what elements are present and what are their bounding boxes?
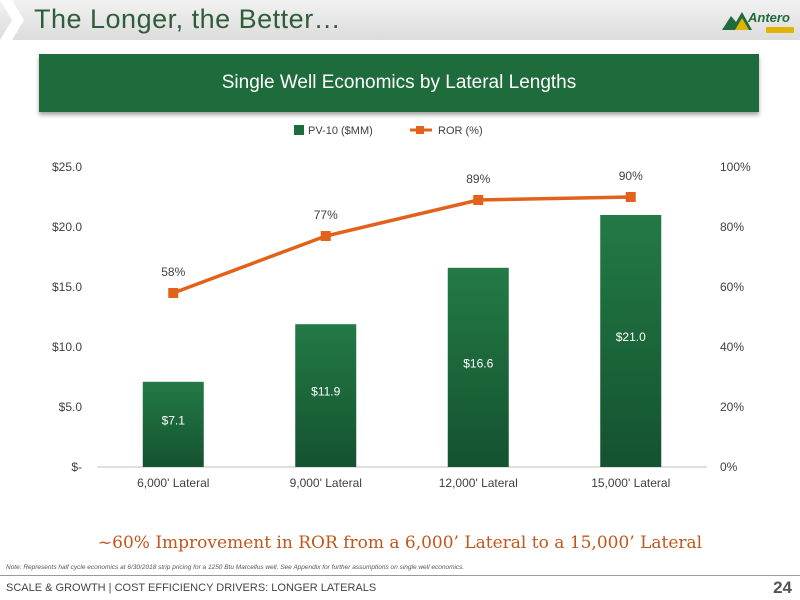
page-number: 24 bbox=[773, 578, 792, 597]
legend-label-pv10: PV-10 ($MM) bbox=[308, 125, 373, 137]
y-right-tick-label: 20% bbox=[720, 400, 744, 414]
footer-divider bbox=[0, 575, 800, 576]
x-tick-label: 15,000' Lateral bbox=[591, 476, 670, 490]
bar-pv10 bbox=[142, 381, 204, 467]
line-point-ror bbox=[625, 192, 636, 202]
brand-name: Antero bbox=[748, 10, 790, 25]
line-point-ror bbox=[320, 231, 331, 241]
y-left-tick-label: $15.0 bbox=[52, 280, 82, 294]
chart-banner-title: Single Well Economics by Lateral Lengths bbox=[221, 72, 577, 93]
x-tick-label: 6,000' Lateral bbox=[137, 476, 209, 490]
x-tick-label: 9,000' Lateral bbox=[290, 476, 362, 490]
y-right-tick-label: 100% bbox=[720, 160, 751, 174]
line-value-label: 89% bbox=[466, 172, 490, 186]
brand-tag bbox=[766, 27, 794, 33]
bar-value-label: $16.6 bbox=[463, 356, 493, 370]
legend-marker-ror bbox=[416, 126, 424, 134]
y-right-tick-label: 40% bbox=[720, 340, 744, 354]
line-ror bbox=[172, 195, 631, 295]
chart-banner: Single Well Economics by Lateral Lengths bbox=[39, 54, 759, 112]
slide-title: The Longer, the Better… bbox=[34, 4, 342, 34]
header-bar bbox=[0, 0, 800, 40]
y-left-tick-label: $10.0 bbox=[52, 340, 82, 354]
bar-value-label: $7.1 bbox=[162, 413, 186, 427]
footer-section-label: SCALE & GROWTH | COST EFFICIENCY DRIVERS… bbox=[6, 582, 377, 594]
headline: ~60% Improvement in ROR from a 6,000’ La… bbox=[97, 533, 703, 553]
legend-label-ror: ROR (%) bbox=[438, 125, 483, 137]
header-chevron-icon bbox=[0, 0, 24, 40]
bar-pv10 bbox=[295, 324, 357, 467]
y-left-tick-label: $- bbox=[71, 460, 82, 474]
y-right-tick-label: 0% bbox=[720, 460, 738, 474]
antero-logo-icon bbox=[722, 12, 752, 30]
line-value-label: 58% bbox=[161, 265, 185, 279]
line-point-ror bbox=[168, 288, 179, 298]
bar-pv10 bbox=[447, 267, 509, 467]
y-left-tick-label: $25.0 bbox=[52, 160, 82, 174]
legend-swatch-pv10 bbox=[294, 125, 304, 135]
y-left-tick-label: $5.0 bbox=[59, 400, 83, 414]
bar-pv10 bbox=[600, 215, 662, 467]
x-tick-label: 12,000' Lateral bbox=[439, 476, 518, 490]
line-point-ror bbox=[473, 195, 484, 205]
bar-value-label: $11.9 bbox=[311, 385, 340, 399]
y-right-tick-label: 60% bbox=[720, 280, 744, 294]
y-left-tick-label: $20.0 bbox=[52, 220, 82, 234]
chart: PV-10 ($MM) ROR (%) $- $5.0 $10.0 $15.0 $20.0 $… bbox=[52, 125, 751, 490]
line-value-label: 90% bbox=[619, 169, 643, 183]
bar-value-label: $21.0 bbox=[616, 330, 646, 344]
line-value-label: 77% bbox=[314, 208, 338, 222]
footnote: Note: Represents half cycle economics at… bbox=[6, 564, 465, 571]
y-right-tick-label: 80% bbox=[720, 220, 744, 234]
